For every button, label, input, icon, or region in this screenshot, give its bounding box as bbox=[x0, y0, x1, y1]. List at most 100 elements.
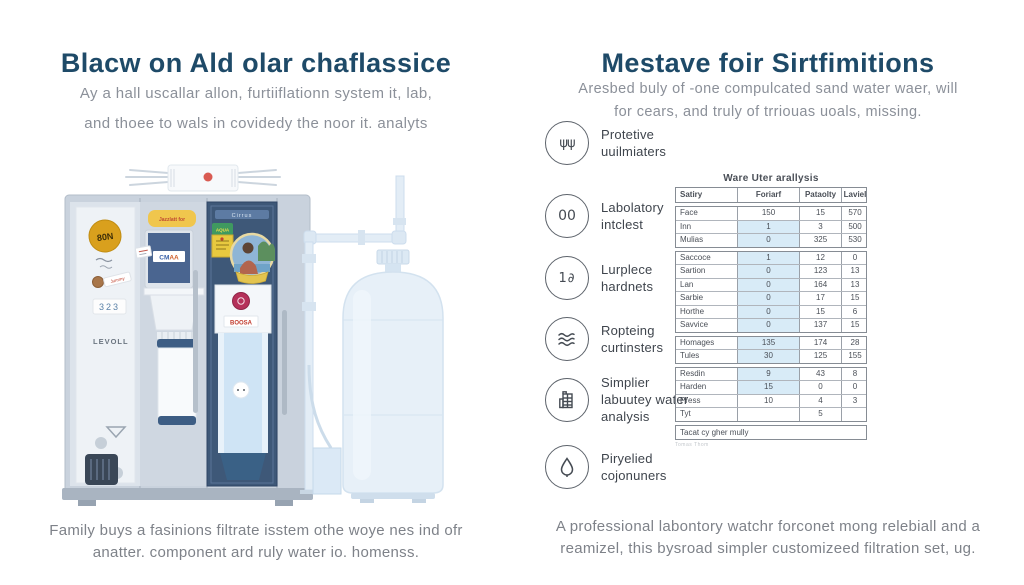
table-cell: Homages bbox=[676, 336, 738, 349]
svg-text:CMAA: CMAA bbox=[159, 255, 179, 262]
table-cell: 0 bbox=[852, 382, 858, 391]
table-cell: 500 bbox=[848, 221, 862, 231]
right-subtitle-line2: for cears, and truly of trriouas uoals, … bbox=[614, 104, 922, 120]
table-footnote: Tomas Thom bbox=[675, 441, 709, 448]
pipes bbox=[300, 175, 407, 495]
table-cell: 0 bbox=[738, 292, 800, 305]
table-row: Sartion 0 123 13 bbox=[676, 265, 866, 279]
screen-label-b: AA bbox=[169, 255, 179, 262]
table-row: Inn 1 3 500 bbox=[676, 220, 866, 234]
table-row: Face 150 15 570 bbox=[676, 207, 866, 221]
table-footer: Tacat cy gher mully bbox=[675, 424, 867, 440]
drain-container bbox=[312, 447, 342, 495]
table-cell: 150 bbox=[738, 207, 800, 220]
sticker-number-text: 323 bbox=[99, 302, 120, 312]
table-cell: 9 bbox=[738, 367, 800, 380]
feature-item: Ropteing curtinsters bbox=[545, 317, 693, 361]
control-screen: CMAA bbox=[144, 229, 194, 289]
table-cell bbox=[842, 408, 868, 421]
table-row: Savvice 0 137 15 bbox=[676, 319, 866, 332]
pressure-tank bbox=[342, 249, 444, 503]
table-cell: 0 bbox=[738, 265, 800, 278]
table-cell: 8 bbox=[852, 368, 858, 378]
table-header-cell: Laviel bbox=[843, 190, 867, 199]
table-cell bbox=[738, 408, 800, 421]
table-cell: 12 bbox=[800, 251, 842, 264]
feature-item: 00 Labolatory intclest bbox=[545, 194, 693, 238]
table-row: Tules 30 125 155 bbox=[676, 350, 866, 363]
table-row: Press 10 4 3 bbox=[676, 394, 866, 408]
droplet-icon bbox=[545, 445, 589, 489]
feature-item: Piryelied cojonuners bbox=[545, 445, 693, 489]
right-caption: A professional labontory watchr forconet… bbox=[512, 516, 1024, 560]
table-cell: Tules bbox=[676, 350, 738, 363]
table-cell: 15 bbox=[800, 305, 842, 318]
waves-icon bbox=[545, 317, 589, 361]
can-label-text: AQUA bbox=[216, 228, 230, 233]
table-cell: 570 bbox=[848, 208, 862, 217]
table-cell: 28 bbox=[850, 337, 860, 347]
table-row: Harden 15 0 0 bbox=[676, 381, 866, 395]
feature-label: Simplier labuutey water analysis bbox=[601, 375, 689, 424]
table-cell: Face bbox=[676, 207, 738, 220]
portrait-badge bbox=[229, 232, 275, 278]
table-body: Satiry Foriarf Pataolty Laviel Face 150 15 570 I… bbox=[675, 187, 867, 440]
table-cell: 13 bbox=[850, 266, 860, 275]
right-door: Cirrus AQUA bbox=[206, 201, 278, 487]
table-cell: 530 bbox=[848, 235, 862, 244]
round-sticker bbox=[92, 276, 104, 288]
table-cell: Press bbox=[676, 394, 738, 407]
table-row: Tyt 5 bbox=[676, 408, 866, 421]
gold-badge-sticker: 80N bbox=[88, 219, 122, 253]
table-cell: 137 bbox=[800, 319, 842, 332]
screen-label-a: CM bbox=[159, 255, 169, 262]
table-group: Resdin 9 43 8 Harden 15 0 0 Press 10 4 3 Tyt 5 bbox=[675, 366, 867, 422]
table-row: Mulias 0 325 530 bbox=[676, 234, 866, 247]
left-caption-line2: anatter. component ard ruly water io. ho… bbox=[92, 544, 420, 561]
table-cell: 1 bbox=[738, 220, 800, 233]
table-cell: 15 bbox=[800, 207, 842, 220]
table-cell: 0 bbox=[738, 278, 800, 291]
left-caption-line1: Family buys a fasinions filtrate isstem … bbox=[49, 522, 463, 539]
table-row: Lan 0 164 13 bbox=[676, 278, 866, 292]
feature-label: Labolatory intclest bbox=[601, 200, 664, 232]
brand-text: LEVOLL bbox=[93, 337, 129, 346]
table-cell: 0 bbox=[852, 252, 858, 262]
table-cell: Saccoce bbox=[676, 251, 738, 264]
table-group: Face 150 15 570 Inn 1 3 500 Mulias 0 325 530 bbox=[675, 206, 867, 248]
table-cell: 164 bbox=[800, 278, 842, 291]
dispenser-label-text: BOOSA bbox=[230, 321, 253, 327]
sprout-icon: ψψ bbox=[545, 121, 589, 165]
table-cell: Lan bbox=[676, 278, 738, 291]
number-sticker bbox=[92, 298, 127, 315]
table-row: Sarbie 0 17 15 bbox=[676, 292, 866, 306]
table-cell: Harden bbox=[676, 381, 738, 394]
right-caption-line2: reamizel, this bysroad simpler customize… bbox=[560, 540, 976, 557]
table-title: Ware Uter arallysis bbox=[723, 173, 819, 184]
table-row: Saccoce 1 12 0 bbox=[676, 251, 866, 265]
filter-cartridge bbox=[157, 332, 197, 425]
table-cell: Inn bbox=[676, 220, 738, 233]
table-header-cell: Satiry bbox=[676, 188, 738, 202]
feature-item: ψψ Protetive uuilmiaters bbox=[545, 121, 693, 165]
table-cell: 43 bbox=[800, 367, 842, 380]
table-cell: 4 bbox=[800, 394, 842, 407]
handle-rod bbox=[193, 270, 198, 413]
feature-label: Lurplece hardnets bbox=[601, 262, 654, 294]
table-row: Resdin 9 43 8 bbox=[676, 367, 866, 381]
lab-building-icon bbox=[545, 377, 589, 422]
table-cell: 125 bbox=[800, 350, 842, 363]
left-column: Blacw on Ald olar chaflassice Ay a hall … bbox=[49, 48, 463, 561]
yellow-label-text: Jazzlatt for bbox=[159, 217, 185, 223]
table-group: Saccoce 1 12 0 Sartion 0 123 13 Lan 0 164 13 Sarbie 0… bbox=[675, 250, 867, 333]
right-column: Mestave foir Sirtfimitions Aresbed buly … bbox=[512, 0, 1024, 585]
table-cell: 15 bbox=[850, 320, 860, 329]
badge-text: 80N bbox=[96, 231, 114, 243]
water-analysis-table: Ware Uter arallysis Satiry Foriarf Pataolt… bbox=[675, 173, 867, 448]
cabinet: 80N Jummy 323 LEVOLL bbox=[62, 194, 313, 506]
door-header-text: Cirrus bbox=[232, 213, 253, 219]
table-cell: 0 bbox=[738, 305, 800, 318]
table-header-cell: Foriarf bbox=[738, 188, 800, 202]
table-cell: Horthe bbox=[676, 305, 738, 318]
